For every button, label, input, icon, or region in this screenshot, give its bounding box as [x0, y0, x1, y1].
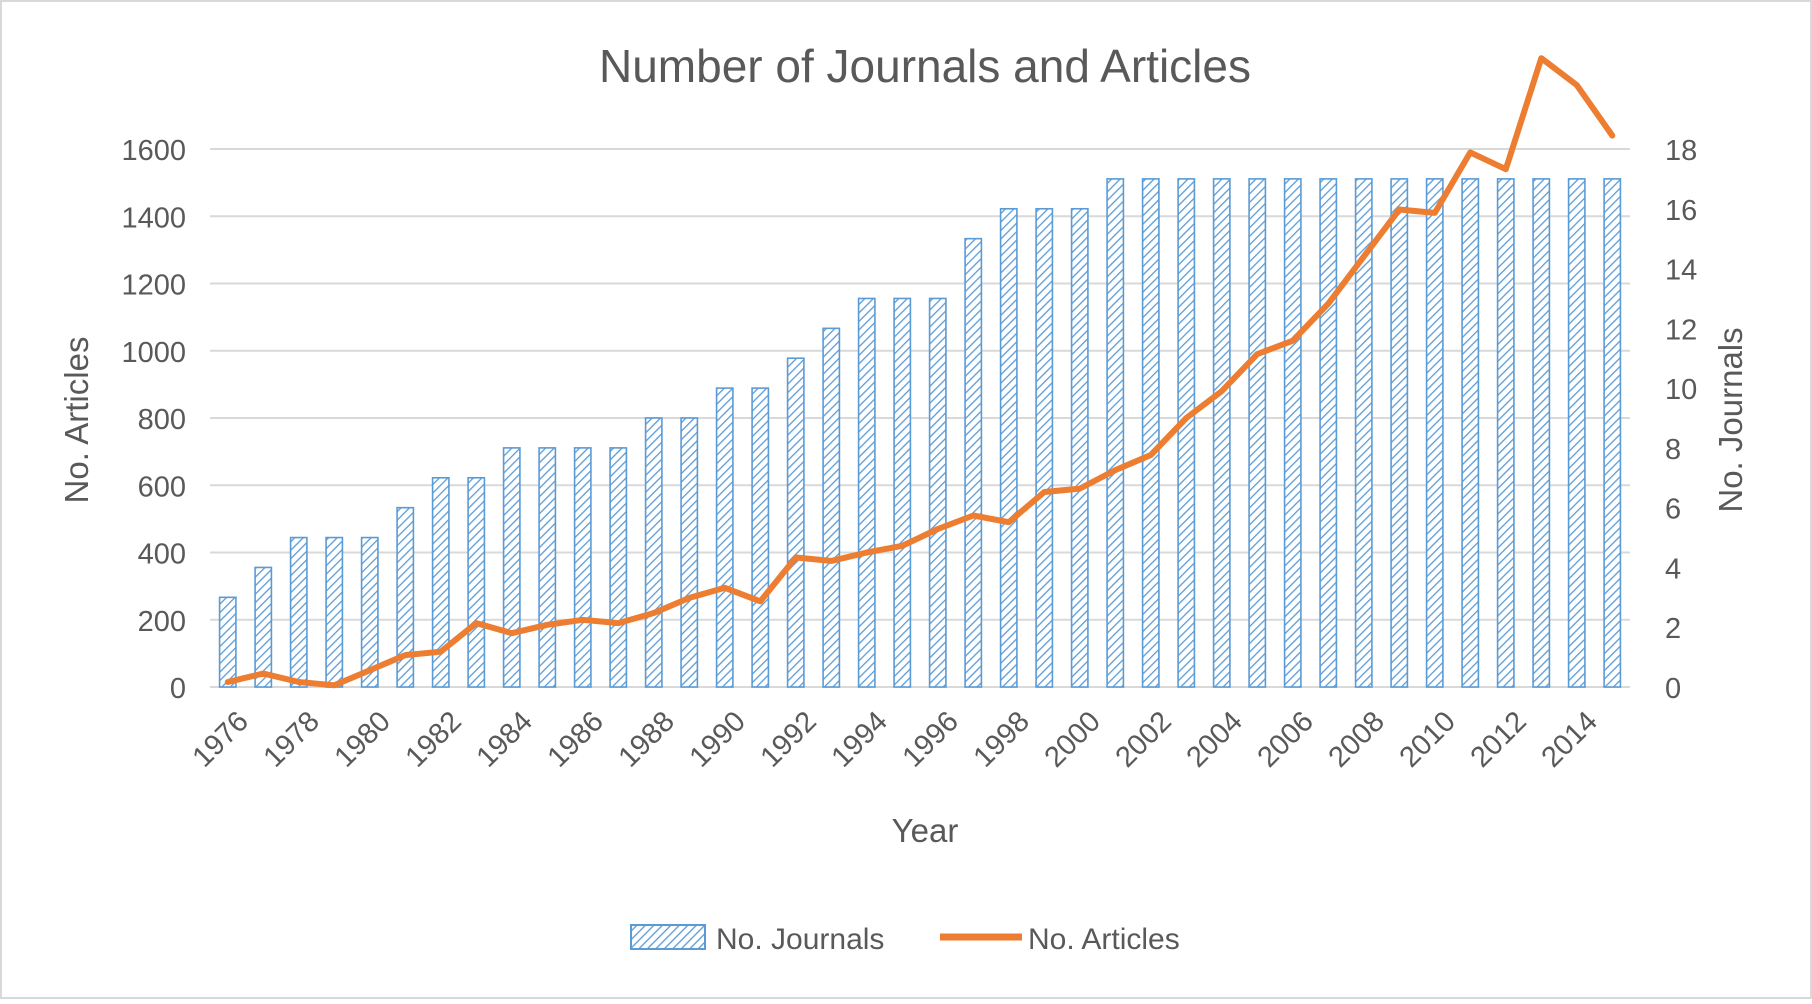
journals-bar	[1461, 178, 1480, 688]
journals-bar	[1390, 178, 1409, 688]
journals-bar	[218, 596, 237, 688]
journals-bar	[360, 536, 379, 688]
journals-bar	[1319, 178, 1338, 688]
articles-line	[224, 55, 1616, 689]
y2-tick-label: 18	[1665, 135, 1697, 167]
y-axis-label: No. Articles	[58, 337, 95, 504]
journals-bar	[1248, 178, 1267, 688]
y-tick-label: 600	[138, 471, 186, 503]
journals-bar	[573, 447, 592, 688]
journals-bar	[1177, 178, 1196, 688]
journals-bar	[1070, 207, 1089, 688]
journals-bar	[1354, 178, 1373, 688]
journals-bar	[1212, 178, 1231, 688]
journals-bar	[467, 476, 486, 688]
journals-bar	[1567, 178, 1586, 688]
journals-bar	[751, 387, 770, 688]
legend: No. Journals No. Articles	[630, 923, 1180, 956]
journals-bar	[893, 297, 912, 688]
journals-bars	[218, 178, 1622, 688]
journals-bar	[538, 447, 557, 688]
journals-bar	[1141, 178, 1160, 688]
journals-bar	[928, 297, 947, 688]
journals-bar	[715, 387, 734, 688]
journals-bar	[1106, 178, 1125, 688]
journals-bar	[644, 417, 663, 688]
journals-bar	[396, 506, 415, 688]
journals-bar	[964, 237, 983, 688]
y2-tick-label: 10	[1665, 374, 1697, 406]
journals-bar	[680, 417, 699, 688]
y-tick-label: 800	[138, 404, 186, 436]
journals-bar	[609, 447, 628, 688]
left-axis-ticks: 0 200 400 600 800 1000 1200 1400 1600	[121, 135, 186, 705]
y-tick-label: 400	[138, 539, 186, 571]
y2-tick-label: 4	[1665, 553, 1681, 585]
y2-tick-label: 8	[1665, 434, 1681, 466]
right-axis-ticks: 0 2 4 6 8 10 12 14 16 18	[1665, 135, 1697, 705]
journals-bar	[431, 476, 450, 688]
journals-bar	[1425, 178, 1444, 688]
journals-bar	[254, 566, 273, 688]
y-tick-label: 1400	[121, 202, 186, 234]
legend-journals-swatch	[630, 924, 706, 950]
journals-bar	[1496, 178, 1515, 688]
y2-axis-label: No. Journals	[1712, 327, 1749, 512]
y-tick-label: 200	[138, 606, 186, 638]
journals-bar	[822, 327, 841, 688]
y2-tick-label: 0	[1665, 673, 1681, 705]
journals-bar	[1283, 178, 1302, 688]
y2-tick-label: 2	[1665, 613, 1681, 645]
y-tick-label: 1000	[121, 337, 186, 369]
y2-tick-label: 12	[1665, 314, 1697, 346]
journals-bar	[289, 536, 308, 688]
journals-bar	[786, 357, 805, 688]
y2-tick-label: 16	[1665, 195, 1697, 227]
journals-bar	[1603, 178, 1622, 688]
journals-bar	[1532, 178, 1551, 688]
journals-bar	[502, 447, 521, 688]
articles-line-layer	[224, 55, 1616, 689]
y-tick-label: 1200	[121, 270, 186, 302]
legend-journals-label: No. Journals	[716, 923, 884, 956]
journals-bar	[857, 297, 876, 688]
y-tick-label: 0	[170, 673, 186, 705]
y2-tick-label: 6	[1665, 494, 1681, 526]
journals-bar	[999, 207, 1018, 688]
legend-articles-label: No. Articles	[1028, 923, 1180, 956]
x-axis-label: Year	[892, 812, 959, 849]
chart-title: Number of Journals and Articles	[599, 40, 1251, 92]
journals-bar	[325, 536, 344, 688]
y-tick-label: 1600	[121, 135, 186, 167]
y2-tick-label: 14	[1665, 255, 1697, 287]
journals-bar	[1035, 207, 1054, 688]
